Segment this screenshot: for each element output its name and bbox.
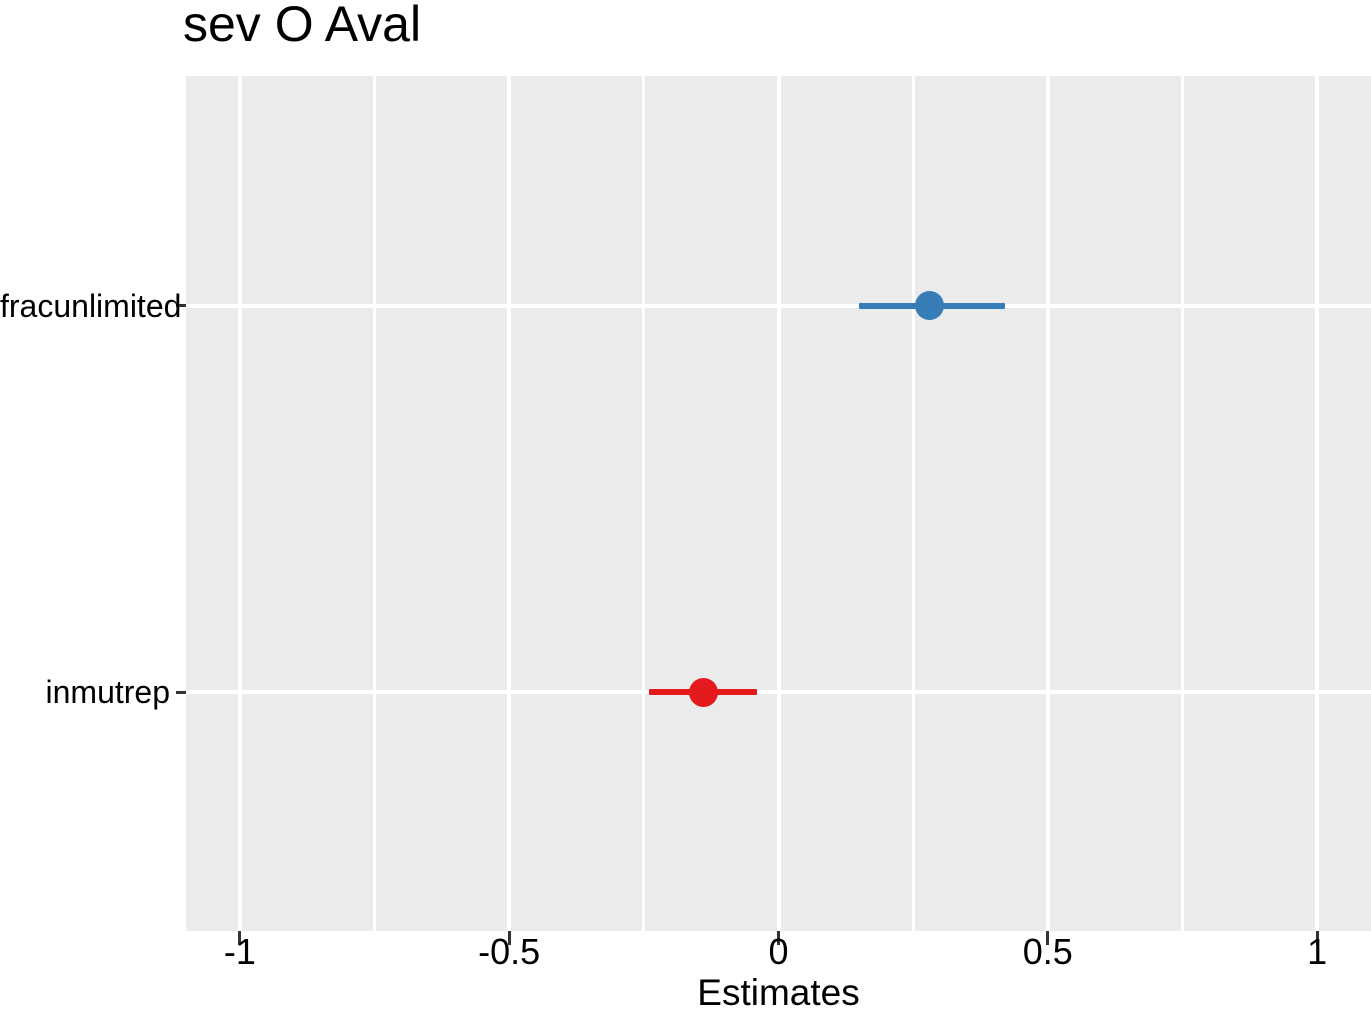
major-gridline [237, 76, 242, 931]
y-axis-tick [176, 304, 186, 308]
x-axis-tick [777, 931, 780, 945]
x-tick-label: 0.5 [1022, 931, 1073, 972]
x-axis-tick [1046, 931, 1050, 945]
category-gridline [186, 690, 1371, 695]
minor-gridline [1180, 76, 1184, 931]
y-axis-tick [176, 690, 186, 694]
y-axis-category-label: fracunlimited [0, 287, 182, 324]
x-tick-label: -0.5 [478, 931, 541, 972]
major-gridline [776, 76, 781, 931]
x-axis-tick [1315, 931, 1319, 945]
x-axis-tick [507, 931, 511, 945]
minor-gridline [642, 76, 646, 931]
plot-title: sev O Aval [183, 0, 422, 52]
major-gridline [507, 76, 512, 931]
major-gridline [1045, 76, 1050, 931]
estimate-point-fracunlimited [914, 291, 944, 321]
x-axis-title: Estimates [697, 972, 860, 1009]
minor-gridline [911, 76, 915, 931]
x-axis-tick [238, 931, 242, 945]
y-axis-category-label: inmutrep [45, 674, 171, 711]
x-tick-label: -1 [223, 931, 256, 972]
x-tick-label: 0 [768, 931, 789, 972]
major-gridline [1315, 76, 1320, 931]
category-gridline [186, 303, 1371, 308]
plot-panel [186, 76, 1371, 931]
estimate-point-inmutrep [688, 677, 718, 707]
minor-gridline [373, 76, 377, 931]
x-tick-label: 1 [1307, 931, 1328, 972]
